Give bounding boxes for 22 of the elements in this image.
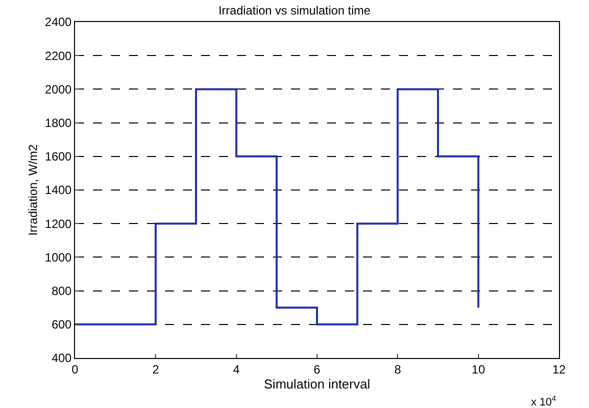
x-tick-label: 12 [552, 362, 566, 376]
y-tick-label: 1400 [44, 183, 72, 198]
y-tick-label: 400 [52, 351, 72, 366]
y-tick-label: 1200 [44, 216, 72, 231]
y-tick-label: 600 [52, 318, 72, 332]
y-tick-label: 2200 [44, 48, 72, 63]
chart-title: Irradiation vs simulation time [218, 4, 371, 18]
y-tick-label: 2400 [44, 15, 72, 30]
x-tick-label: 8 [394, 362, 402, 376]
y-tick-label: 1000 [44, 250, 72, 264]
x-tick-label: 2 [152, 362, 160, 376]
y-tick-label: 1800 [44, 116, 72, 130]
x-tick-label: 10 [472, 362, 486, 376]
text: x 10$^{4}$ [531, 394, 557, 408]
y-tick-label: 1600 [44, 150, 72, 164]
x-tick-label: 6 [314, 362, 321, 376]
y-axis-title: Irradiation, W/m2 [26, 144, 40, 236]
y-tick-label: 800 [52, 284, 72, 298]
x-tick-label: 4 [232, 362, 240, 376]
x-axis-title: Simulation interval [264, 376, 370, 392]
x-tick-label: 0 [72, 362, 79, 376]
y-tick-label: 2000 [44, 82, 72, 96]
